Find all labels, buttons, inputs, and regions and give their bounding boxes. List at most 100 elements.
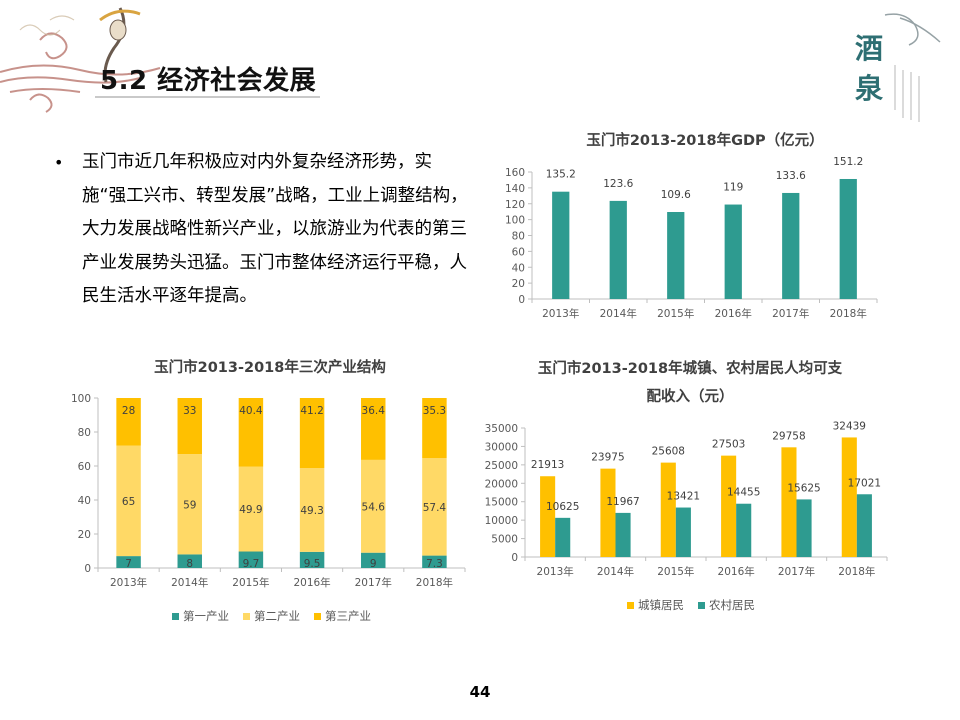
legend-label: 农村居民 xyxy=(709,598,755,612)
income-bar xyxy=(856,494,872,557)
y-tick-label: 20 xyxy=(512,278,525,290)
industry-data-label: 59 xyxy=(183,499,196,511)
legend-swatch xyxy=(243,612,250,620)
gdp-data-label: 135.2 xyxy=(546,169,576,181)
industry-bar-segment xyxy=(177,454,202,555)
industry-bar-segment xyxy=(422,555,447,568)
income-data-label: 15625 xyxy=(787,482,820,494)
gdp-bar xyxy=(667,212,685,299)
industry-data-label: 54.6 xyxy=(362,501,386,513)
y-tick-label: 0 xyxy=(511,552,518,564)
industry-legend: 第一产业 第二产业 第三产业 xyxy=(172,608,371,624)
income-bar xyxy=(781,447,797,557)
y-tick-label: 10000 xyxy=(485,515,518,527)
industry-chart: 0 20 40 60 80 100 2013年 2014年 2015年 2016年 2017年 201… xyxy=(71,393,466,589)
industry-data-label: 35.3 xyxy=(423,405,446,417)
industry-data-label: 28 xyxy=(122,405,135,417)
industry-data-label: 8 xyxy=(186,558,193,570)
income-bar xyxy=(841,437,857,557)
income-bar xyxy=(615,512,631,557)
legend-item-rural: 农村居民 xyxy=(698,597,755,613)
gdp-chart: 0 20 40 60 80 100 120 140 160 2013年 2014年 2015年 2016… xyxy=(505,156,878,320)
income-data-label: 10625 xyxy=(546,501,579,513)
industry-data-label: 36.4 xyxy=(362,405,386,417)
y-tick-label: 25000 xyxy=(485,460,518,472)
income-bar xyxy=(540,476,556,557)
y-tick-label: 140 xyxy=(505,183,525,195)
y-tick-label: 100 xyxy=(505,215,525,227)
industry-data-label: 33 xyxy=(183,405,196,417)
gdp-bar xyxy=(552,191,570,299)
income-data-label: 17021 xyxy=(848,477,881,489)
svg-text:酒: 酒 xyxy=(855,32,883,65)
income-data-label: 13421 xyxy=(667,491,700,503)
legend-label: 第一产业 xyxy=(183,609,229,623)
x-tick-label: 2014年 xyxy=(597,565,634,578)
y-tick-label: 40 xyxy=(78,495,91,507)
industry-bar-segment xyxy=(299,398,325,469)
gdp-data-label: 119 xyxy=(723,182,743,194)
legend-label: 第二产业 xyxy=(254,609,300,623)
gdp-bar xyxy=(724,204,742,299)
x-tick-label: 2013年 xyxy=(110,576,147,589)
industry-data-label: 9.7 xyxy=(243,558,260,570)
income-bar xyxy=(796,499,812,557)
industry-data-label: 9 xyxy=(370,558,377,570)
gdp-bar xyxy=(609,200,627,299)
income-chart-title-line-2: 配收入（元） xyxy=(646,389,734,405)
y-tick-label: 80 xyxy=(78,427,91,439)
legend-swatch xyxy=(698,601,705,609)
industry-bar-segment xyxy=(422,398,447,459)
income-data-label: 25608 xyxy=(652,446,685,458)
legend-label: 城镇居民 xyxy=(638,598,684,612)
x-tick-label: 2014年 xyxy=(600,307,637,320)
industry-bar-segment xyxy=(361,398,386,460)
industry-data-label: 7 xyxy=(125,558,132,570)
x-tick-label: 2016年 xyxy=(715,307,752,320)
y-tick-label: 160 xyxy=(505,167,525,179)
legend-item-secondary: 第二产业 xyxy=(243,608,300,624)
y-tick-label: 0 xyxy=(84,563,91,575)
gdp-data-label: 133.6 xyxy=(776,170,806,182)
x-tick-label: 2018年 xyxy=(830,307,867,320)
industry-bar-segment xyxy=(177,554,202,568)
y-tick-label: 60 xyxy=(78,461,91,473)
industry-bar-segment xyxy=(361,459,386,553)
x-tick-label: 2018年 xyxy=(416,576,453,589)
industry-bar-segment xyxy=(238,398,264,467)
bullet-marker: • xyxy=(54,153,64,172)
gdp-bar xyxy=(839,178,857,299)
y-tick-label: 5000 xyxy=(491,534,518,546)
intro-bullet: • 玉门市近几年积极应对内外复杂经济形势，实施“强工兴市、转型发展”战略，工业上… xyxy=(54,146,474,314)
industry-bar-segment xyxy=(299,468,325,552)
industry-bar-segment xyxy=(238,551,264,568)
legend-item-urban: 城镇居民 xyxy=(627,597,684,613)
income-bar xyxy=(600,468,616,557)
industry-data-label: 49.3 xyxy=(300,505,323,517)
income-data-label: 32439 xyxy=(833,420,866,432)
x-tick-label: 2013年 xyxy=(542,307,579,320)
industry-bar-segment xyxy=(299,551,325,568)
income-legend: 城镇居民 农村居民 xyxy=(627,597,755,613)
industry-data-label: 7.3 xyxy=(426,558,443,570)
legend-swatch xyxy=(627,601,634,609)
income-data-label: 29758 xyxy=(772,430,805,442)
income-bar xyxy=(555,517,571,557)
x-tick-label: 2014年 xyxy=(171,576,208,589)
gdp-bar xyxy=(782,192,800,299)
income-data-label: 11967 xyxy=(606,496,639,508)
income-data-label: 23975 xyxy=(591,452,624,464)
y-tick-label: 100 xyxy=(71,393,91,405)
x-tick-label: 2016年 xyxy=(293,576,330,589)
industry-bar-segment xyxy=(116,398,141,446)
slide-title: 5.2 经济社会发展 xyxy=(100,66,317,96)
income-data-label: 21913 xyxy=(531,459,564,471)
gdp-data-label: 151.2 xyxy=(833,156,863,168)
header-decoration xyxy=(0,7,320,113)
income-chart: 0 5000 10000 15000 20000 25000 30000 35000 2013年… xyxy=(485,420,888,578)
legend-item-tertiary: 第三产业 xyxy=(314,608,371,624)
income-bar xyxy=(721,455,737,557)
industry-data-label: 49.9 xyxy=(239,504,262,516)
industry-bar-segment xyxy=(177,398,202,455)
income-bar xyxy=(660,462,676,557)
